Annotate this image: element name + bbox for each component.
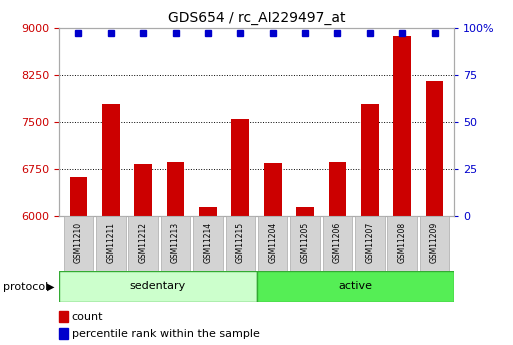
Bar	[167, 162, 185, 216]
Text: GSM11211: GSM11211	[106, 221, 115, 263]
Bar	[59, 328, 68, 339]
Text: sedentary: sedentary	[130, 282, 186, 291]
Bar	[393, 36, 411, 216]
Text: GSM11210: GSM11210	[74, 221, 83, 263]
FancyBboxPatch shape	[64, 216, 93, 271]
Text: GSM11209: GSM11209	[430, 221, 439, 263]
Text: GSM11212: GSM11212	[139, 221, 148, 263]
FancyBboxPatch shape	[258, 216, 287, 271]
FancyBboxPatch shape	[355, 216, 385, 271]
FancyBboxPatch shape	[193, 216, 223, 271]
FancyBboxPatch shape	[323, 216, 352, 271]
Bar	[59, 312, 68, 322]
Title: GDS654 / rc_AI229497_at: GDS654 / rc_AI229497_at	[168, 11, 345, 25]
Bar	[361, 104, 379, 216]
Bar	[231, 119, 249, 216]
Text: active: active	[338, 282, 372, 291]
Text: GSM11215: GSM11215	[236, 221, 245, 263]
Text: GSM11205: GSM11205	[301, 221, 309, 263]
Text: count: count	[72, 312, 103, 322]
Bar	[328, 162, 346, 216]
Text: percentile rank within the sample: percentile rank within the sample	[72, 329, 260, 339]
Text: GSM11204: GSM11204	[268, 221, 277, 263]
Bar	[70, 177, 87, 216]
Text: GSM11208: GSM11208	[398, 221, 407, 263]
Bar	[134, 164, 152, 216]
FancyBboxPatch shape	[256, 271, 454, 302]
Bar	[264, 163, 282, 216]
FancyBboxPatch shape	[161, 216, 190, 271]
FancyBboxPatch shape	[59, 271, 256, 302]
Text: GSM11206: GSM11206	[333, 221, 342, 263]
FancyBboxPatch shape	[128, 216, 158, 271]
Text: GSM11207: GSM11207	[365, 221, 374, 263]
FancyBboxPatch shape	[226, 216, 255, 271]
Bar	[199, 207, 217, 216]
FancyBboxPatch shape	[420, 216, 449, 271]
Text: ▶: ▶	[47, 282, 55, 292]
FancyBboxPatch shape	[96, 216, 126, 271]
Text: GSM11213: GSM11213	[171, 221, 180, 263]
FancyBboxPatch shape	[290, 216, 320, 271]
Text: protocol: protocol	[3, 282, 48, 292]
FancyBboxPatch shape	[387, 216, 417, 271]
Bar	[426, 81, 443, 216]
Bar	[102, 104, 120, 216]
Text: GSM11214: GSM11214	[204, 221, 212, 263]
Bar	[296, 207, 314, 216]
